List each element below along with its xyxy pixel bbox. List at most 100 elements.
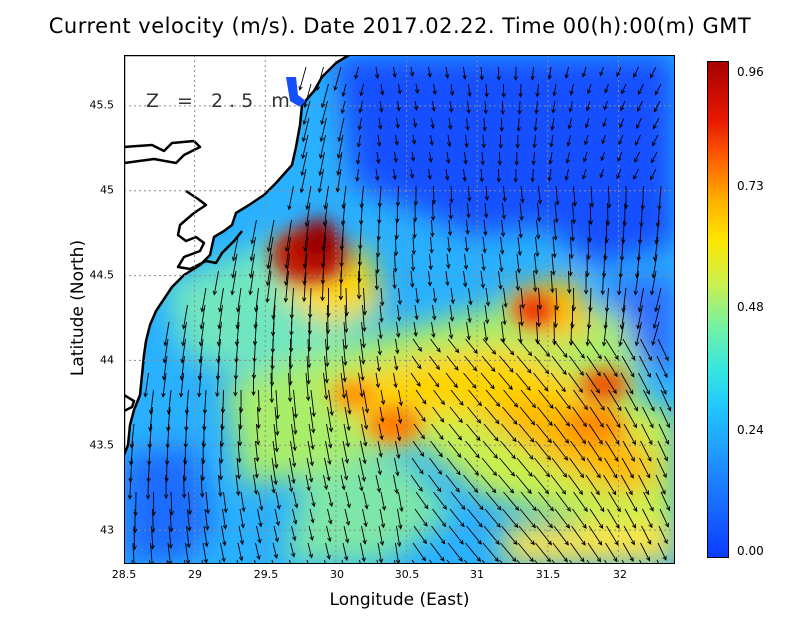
velocity-arrow [236,559,239,564]
velocity-arrow [516,355,532,374]
velocity-arrow [502,406,518,425]
grid [124,55,675,564]
velocity-arrow [300,151,308,177]
velocity-arrow [607,508,620,529]
velocity-arrow [534,457,551,478]
velocity-arrow [378,525,385,546]
velocity-arrow [513,168,518,184]
velocity-arrow [167,542,173,564]
velocity-arrow [394,457,400,477]
velocity-arrow [601,253,607,278]
velocity-arrow [462,66,467,80]
velocity-arrow [255,423,261,446]
velocity-arrow [547,66,552,80]
velocity-arrow [621,559,625,564]
velocity-arrow [514,151,519,166]
velocity-arrow [445,474,460,493]
velocity-arrow [200,474,205,499]
velocity-arrow [617,270,622,296]
velocity-arrow [376,457,382,476]
velocity-arrow [590,491,605,513]
velocity-arrow [444,66,450,79]
velocity-arrow [187,508,192,532]
velocity-arrow [655,474,666,495]
speed-field-blobs [124,55,675,564]
velocity-arrow [502,508,519,529]
velocity-arrow [143,372,149,398]
velocity-arrow [549,134,554,148]
velocity-arrow [606,525,619,546]
velocity-arrow [376,219,381,241]
velocity-arrow [431,321,436,339]
velocity-arrow [411,355,422,370]
velocity-arrow [651,321,660,346]
velocity-arrow [535,321,540,345]
velocity-arrow [498,134,504,149]
velocity-arrow [633,270,639,296]
velocity-arrow [466,525,482,545]
velocity-arrow [520,491,537,512]
velocity-arrow [358,474,364,492]
velocity-arrow [358,372,364,398]
velocity-arrow [340,100,346,115]
velocity-arrow [501,321,506,343]
velocity-arrow [588,287,593,313]
velocity-arrow [600,270,605,296]
velocity-arrow [181,474,187,499]
velocity-arrow [624,406,637,429]
velocity-arrow [502,185,507,203]
velocity-arrow [573,389,588,411]
velocity-arrow [604,355,618,378]
velocity-arrow [660,389,672,412]
velocity-arrow [483,202,489,219]
velocity-arrow [413,423,425,440]
velocity-arrow [585,100,591,112]
velocity-arrow [569,457,585,479]
velocity-arrow [599,66,604,77]
velocity-arrow [496,66,502,81]
velocity-vectors [127,66,672,564]
velocity-arrow [620,372,634,395]
velocity-arrow [223,491,228,514]
velocity-arrow [465,440,480,459]
velocity-arrow [550,270,555,294]
velocity-arrow [465,117,470,131]
velocity-arrow [449,406,463,424]
velocity-arrow [414,83,420,95]
velocity-arrow [552,440,569,461]
velocity-arrow [308,525,314,542]
velocity-arrow [412,542,426,562]
velocity-arrow [395,117,400,129]
velocity-arrow [186,525,191,549]
velocity-arrow [568,100,573,113]
velocity-arrow [625,491,638,513]
velocity-arrow [336,151,343,176]
velocity-arrow [503,287,508,308]
velocity-arrow [163,474,169,500]
velocity-arrow [340,372,347,399]
velocity-arrow [640,440,652,462]
velocity-arrow [326,525,332,543]
velocity-arrow [587,219,593,243]
velocity-arrow [480,372,495,390]
velocity-arrow [483,423,499,442]
velocity-arrow [290,440,297,468]
velocity-arrow [283,270,289,303]
velocity-arrow [551,355,567,376]
velocity-arrow [479,168,484,183]
velocity-arrow [515,474,532,495]
velocity-arrow [343,423,350,448]
velocity-arrow [552,338,568,359]
velocity-arrow [449,83,455,97]
velocity-arrow [432,406,445,423]
velocity-arrow [499,355,514,373]
velocity-arrow [431,100,436,113]
velocity-arrow [310,389,316,418]
velocity-arrow [445,372,458,389]
velocity-arrow [617,151,623,163]
velocity-arrow [656,559,660,564]
velocity-arrow [145,474,151,500]
velocity-arrow [536,304,542,328]
velocity-arrow [588,423,603,445]
velocity-arrow [482,542,499,563]
